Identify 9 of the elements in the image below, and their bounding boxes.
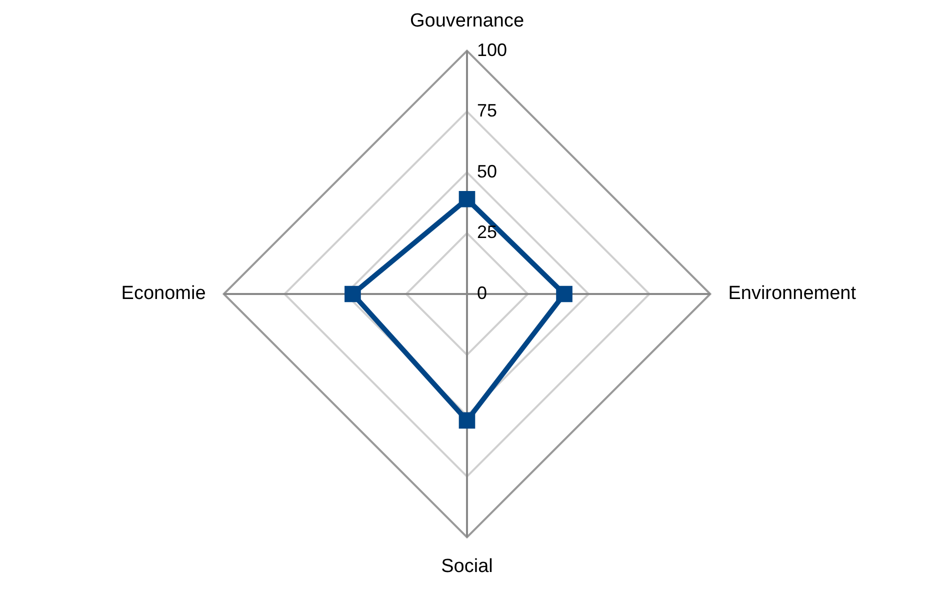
y-tick-label: 75 [477,100,498,121]
y-tick-label: 50 [477,161,498,182]
spoke-label: Social [441,556,493,577]
spoke-label: Environnement [728,283,857,304]
y-tick-label: 100 [477,40,508,60]
spoke-label: Economie [121,283,206,304]
y-tick-label: 0 [477,282,488,303]
y-tick-label: 25 [477,222,498,242]
spoke-label: Gouvernance [410,10,524,32]
